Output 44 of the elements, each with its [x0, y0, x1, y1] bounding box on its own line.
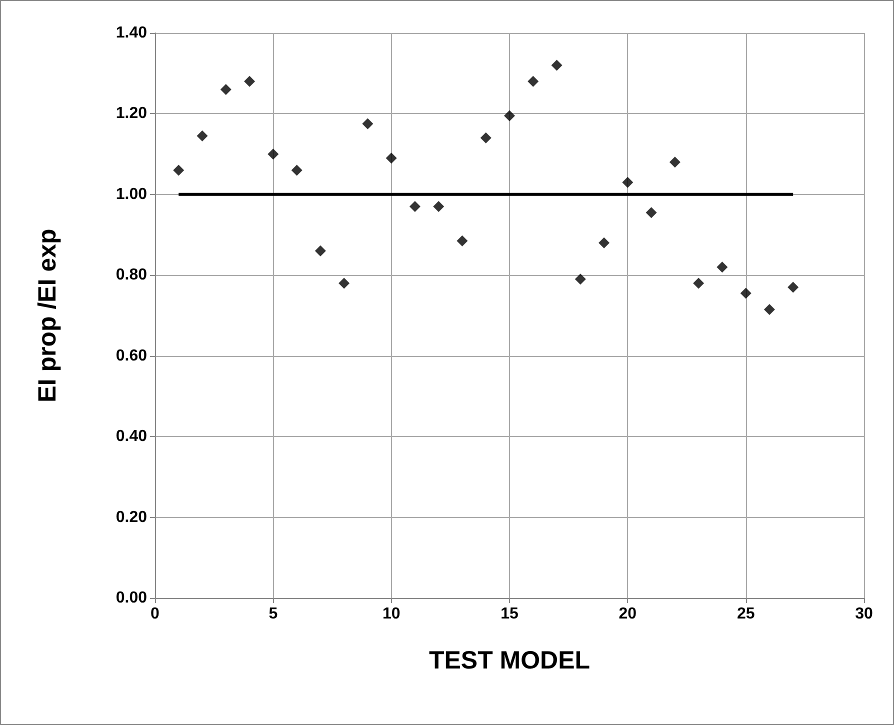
- x-tick-label: 25: [736, 606, 755, 622]
- point: [196, 130, 208, 142]
- y-tick-label: 1.20: [116, 105, 148, 122]
- x-tick-label: 0: [150, 606, 160, 622]
- point: [788, 282, 799, 293]
- point: [622, 176, 634, 188]
- point: [528, 76, 539, 87]
- point: [646, 207, 657, 218]
- y-tick-label: 0.60: [116, 347, 148, 364]
- y-axis-title: EI prop /EI exp: [34, 228, 62, 402]
- point: [551, 60, 562, 71]
- point: [456, 235, 468, 246]
- x-tick-label: 30: [855, 606, 873, 622]
- x-tick-label: 15: [500, 606, 518, 622]
- point: [480, 132, 492, 144]
- y-tick-label: 0.40: [116, 428, 148, 446]
- point: [314, 245, 326, 256]
- point: [291, 164, 302, 176]
- point: [338, 278, 350, 289]
- x-tick-label: 5: [268, 606, 278, 622]
- point: [386, 152, 397, 164]
- x-axis-title: TEST MODEL: [428, 646, 590, 674]
- point: [409, 201, 420, 212]
- point: [244, 76, 256, 87]
- point: [669, 156, 680, 168]
- point: [504, 110, 515, 122]
- y-tick-label: 1.40: [116, 24, 148, 42]
- point: [362, 118, 374, 130]
- point: [574, 274, 586, 285]
- point: [220, 84, 232, 95]
- point: [693, 278, 704, 289]
- point: [764, 304, 775, 315]
- y-tick-label: 0.20: [116, 508, 148, 526]
- x-tick-label: 10: [382, 606, 400, 622]
- y-tick-label: 0.80: [116, 266, 148, 284]
- point: [173, 164, 184, 176]
- point: [268, 148, 279, 160]
- y-tick-label: 1.00: [116, 186, 148, 203]
- y-tick-label: 0.00: [116, 590, 148, 606]
- point: [716, 262, 728, 273]
- point: [598, 237, 610, 248]
- point: [740, 288, 752, 299]
- point: [433, 201, 444, 212]
- x-tick-label: 20: [618, 606, 637, 622]
